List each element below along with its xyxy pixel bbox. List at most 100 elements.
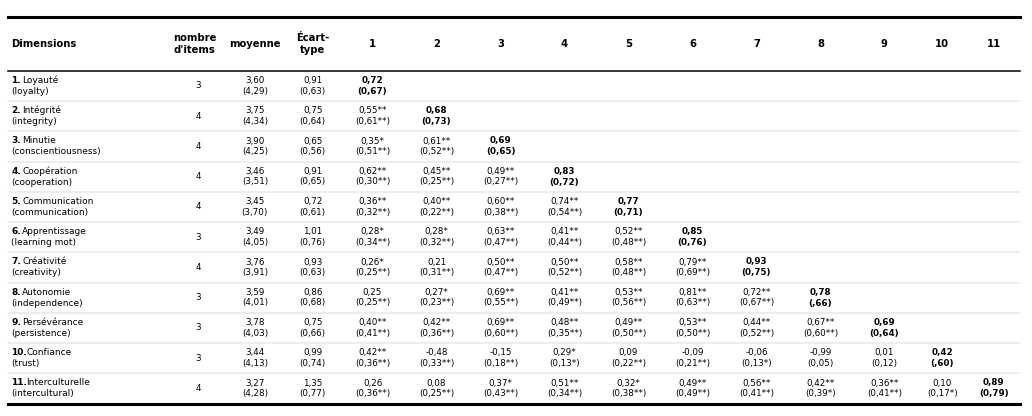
Text: 3,78
(4,03): 3,78 (4,03) — [241, 318, 268, 338]
Text: 0,53**
(0,50**): 0,53** (0,50**) — [675, 318, 710, 338]
Text: 0,27*
(0,23**): 0,27* (0,23**) — [419, 288, 454, 307]
Text: 0,69: 0,69 — [490, 136, 511, 146]
Text: 0,37*
(0,43**): 0,37* (0,43**) — [483, 379, 518, 398]
Text: 3,49
(4,05): 3,49 (4,05) — [241, 228, 268, 247]
Text: 1,35
(0,77): 1,35 (0,77) — [299, 379, 326, 398]
Text: 3,27
(4,28): 3,27 (4,28) — [241, 379, 268, 398]
Text: 1: 1 — [369, 39, 376, 49]
Text: -0,48
(0,33**): -0,48 (0,33**) — [419, 349, 454, 368]
Text: (0,67): (0,67) — [358, 87, 387, 96]
Text: (,66): (,66) — [809, 299, 832, 307]
Text: 0,40**
(0,22**): 0,40** (0,22**) — [419, 197, 454, 217]
Text: 0,72
(0,61): 0,72 (0,61) — [299, 197, 326, 217]
Text: 0,61**
(0,52**): 0,61** (0,52**) — [419, 137, 454, 156]
Text: 0,74**
(0,54**): 0,74** (0,54**) — [547, 197, 582, 217]
Text: 4: 4 — [195, 111, 201, 121]
Text: 3: 3 — [195, 323, 201, 332]
Text: 4: 4 — [195, 203, 201, 211]
Text: 3,76
(3,91): 3,76 (3,91) — [241, 258, 268, 277]
Text: 4: 4 — [195, 172, 201, 181]
Text: 0,53**
(0,56**): 0,53** (0,56**) — [611, 288, 646, 307]
Text: 0,49**
(0,49**): 0,49** (0,49**) — [675, 379, 710, 398]
Text: (intercultural): (intercultural) — [11, 389, 74, 399]
Text: 3.: 3. — [11, 136, 21, 146]
Text: 4: 4 — [195, 142, 201, 151]
Text: 0,69**
(0,55**): 0,69** (0,55**) — [483, 288, 518, 307]
Text: 0,93: 0,93 — [746, 258, 767, 267]
Text: 0,78: 0,78 — [810, 288, 831, 297]
Text: 2.: 2. — [11, 106, 21, 115]
Text: 0,26
(0,36**): 0,26 (0,36**) — [355, 379, 390, 398]
Text: 0,35*
(0,51**): 0,35* (0,51**) — [355, 137, 390, 156]
Text: 0,77: 0,77 — [618, 197, 639, 206]
Text: Intégrité: Intégrité — [22, 106, 61, 116]
Text: Persévérance: Persévérance — [22, 318, 84, 327]
Text: (0,71): (0,71) — [614, 208, 643, 217]
Text: 9.: 9. — [11, 318, 21, 327]
Text: 8.: 8. — [11, 288, 21, 297]
Text: (cooperation): (cooperation) — [11, 178, 72, 187]
Text: 4.: 4. — [11, 167, 21, 176]
Text: 0,42**
(0,36**): 0,42** (0,36**) — [419, 318, 454, 338]
Text: 3,45
(3,70): 3,45 (3,70) — [241, 197, 268, 217]
Text: nombre
d'items: nombre d'items — [173, 33, 217, 54]
Text: 0,10
(0,17*): 0,10 (0,17*) — [927, 379, 958, 398]
Text: (0,65): (0,65) — [486, 147, 515, 156]
Text: (learning mot): (learning mot) — [11, 238, 76, 247]
Text: 0,72**
(0,67**): 0,72** (0,67**) — [739, 288, 774, 307]
Text: Dimensions: Dimensions — [11, 39, 76, 49]
Text: Communication: Communication — [22, 197, 94, 206]
Text: 2: 2 — [433, 39, 440, 49]
Text: 1.: 1. — [11, 76, 21, 85]
Text: 3,59
(4,01): 3,59 (4,01) — [241, 288, 268, 307]
Text: 0,28*
(0,34**): 0,28* (0,34**) — [355, 228, 390, 247]
Text: 5.: 5. — [11, 197, 21, 206]
Text: 0,49**
(0,50**): 0,49** (0,50**) — [611, 318, 646, 338]
Text: 0,40**
(0,41**): 0,40** (0,41**) — [355, 318, 390, 338]
Text: 0,42**
(0,36**): 0,42** (0,36**) — [355, 349, 390, 368]
Text: 0,48**
(0,35**): 0,48** (0,35**) — [547, 318, 582, 338]
Text: 0,42: 0,42 — [932, 348, 953, 357]
Text: -0,09
(0,21**): -0,09 (0,21**) — [675, 349, 710, 368]
Text: 0,56**
(0,41**): 0,56** (0,41**) — [739, 379, 774, 398]
Text: 0,93
(0,63): 0,93 (0,63) — [299, 258, 326, 277]
Text: (communication): (communication) — [11, 208, 89, 217]
Text: 3: 3 — [497, 39, 504, 49]
Text: 0,69**
(0,60**): 0,69** (0,60**) — [483, 318, 518, 338]
Text: 7: 7 — [753, 39, 760, 49]
Text: Confiance: Confiance — [27, 348, 71, 357]
Text: -0,15
(0,18**): -0,15 (0,18**) — [483, 349, 518, 368]
Text: 3,46
(3,51): 3,46 (3,51) — [241, 167, 268, 186]
Text: 0,09
(0,22**): 0,09 (0,22**) — [611, 349, 646, 368]
Text: Créativité: Créativité — [22, 258, 66, 267]
Text: 0,08
(0,25**): 0,08 (0,25**) — [419, 379, 454, 398]
Text: Minutie: Minutie — [22, 136, 56, 146]
Text: 3: 3 — [195, 233, 201, 242]
Text: (0,64): (0,64) — [870, 329, 899, 338]
Text: 0,52**
(0,48**): 0,52** (0,48**) — [611, 228, 646, 247]
Text: 0,36**
(0,32**): 0,36** (0,32**) — [355, 197, 390, 217]
Text: 0,01
(0,12): 0,01 (0,12) — [871, 349, 898, 368]
Text: 3,90
(4,25): 3,90 (4,25) — [241, 137, 268, 156]
Text: 4: 4 — [561, 39, 568, 49]
Text: 3: 3 — [195, 354, 201, 363]
Text: 8: 8 — [817, 39, 824, 49]
Text: 1,01
(0,76): 1,01 (0,76) — [299, 228, 326, 247]
Text: (integrity): (integrity) — [11, 117, 57, 126]
Text: 0,81**
(0,63**): 0,81** (0,63**) — [675, 288, 710, 307]
Text: 0,99
(0,74): 0,99 (0,74) — [299, 349, 326, 368]
Text: 0,25
(0,25**): 0,25 (0,25**) — [355, 288, 390, 307]
Text: 0,79**
(0,69**): 0,79** (0,69**) — [675, 258, 710, 277]
Text: 4: 4 — [195, 384, 201, 393]
Text: 0,28*
(0,32**): 0,28* (0,32**) — [419, 228, 454, 247]
Text: (trust): (trust) — [11, 359, 39, 368]
Text: (conscientiousness): (conscientiousness) — [11, 147, 101, 156]
Text: 0,91
(0,65): 0,91 (0,65) — [299, 167, 326, 186]
Text: 0,58**
(0,48**): 0,58** (0,48**) — [611, 258, 646, 277]
Text: 11.: 11. — [11, 379, 27, 387]
Text: 0,60**
(0,38**): 0,60** (0,38**) — [483, 197, 518, 217]
Text: 0,75
(0,64): 0,75 (0,64) — [299, 106, 326, 126]
Text: 0,68: 0,68 — [426, 106, 447, 115]
Text: 0,91
(0,63): 0,91 (0,63) — [299, 76, 326, 96]
Text: 0,45**
(0,25**): 0,45** (0,25**) — [419, 167, 454, 186]
